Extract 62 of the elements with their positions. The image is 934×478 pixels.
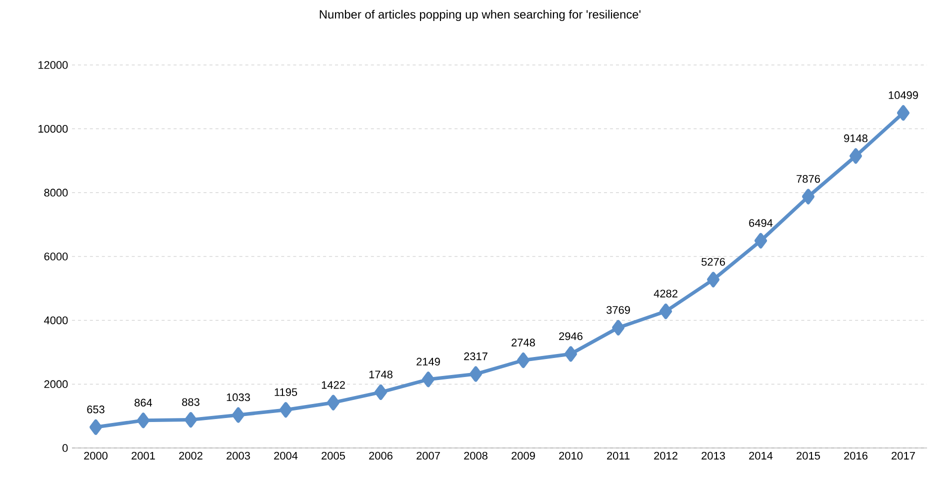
point: [184, 412, 198, 428]
data-label: 883: [182, 398, 200, 406]
y-tick-label: 10000: [38, 124, 68, 133]
x-tick-label: 2011: [607, 452, 630, 460]
chart-title: Number of articles popping up when searching for 'resilience': [320, 10, 640, 21]
point: [564, 346, 578, 362]
data-label: 1033: [226, 393, 250, 402]
point: [754, 232, 768, 248]
data-label: 7876: [796, 175, 820, 183]
x-tick-label: 2013: [702, 452, 725, 460]
y-tick-label: 2000: [44, 380, 68, 388]
x-tick-label: 2003: [226, 452, 250, 460]
x-tick-label: 2004: [274, 452, 298, 460]
data-label: 9148: [844, 134, 868, 142]
y-tick-label: 4000: [44, 316, 68, 324]
data-label: 2317: [464, 352, 488, 360]
data-label: 6494: [749, 219, 773, 227]
point: [897, 105, 910, 121]
x-tick-label: 2002: [179, 452, 202, 460]
x-tick-label: 2008: [464, 452, 488, 460]
x-tick-label: 2017: [892, 452, 915, 460]
x-tick-label: 2010: [559, 452, 583, 460]
x-tick-label: 2006: [369, 452, 392, 460]
x-tick-label: 2012: [654, 452, 678, 460]
point: [517, 352, 530, 368]
data-label: 2946: [559, 332, 582, 340]
data-label: 2748: [512, 338, 535, 346]
data-label: 864: [134, 398, 152, 407]
data-label: 2149: [416, 358, 440, 366]
data-label: 1195: [274, 388, 298, 396]
point: [422, 372, 435, 388]
point: [802, 188, 815, 204]
point: [232, 407, 245, 423]
data-label: 5276: [702, 258, 725, 266]
x-tick-label: 2000: [84, 452, 108, 460]
point: [280, 402, 292, 418]
point: [90, 419, 102, 435]
point: [612, 320, 625, 336]
point: [470, 366, 482, 382]
point: [374, 384, 388, 400]
x-tick-label: 2016: [844, 452, 868, 460]
x-tick-label: 2001: [132, 452, 155, 460]
point: [660, 304, 672, 320]
x-tick-label: 2015: [796, 452, 820, 460]
x-tick-label: 2014: [749, 452, 773, 460]
y-tick-label: 8000: [44, 188, 68, 197]
point: [327, 394, 340, 410]
data-label: 1422: [322, 381, 345, 389]
data-label: 3769: [606, 306, 630, 314]
data-label: 1748: [369, 370, 392, 378]
point: [850, 148, 862, 164]
data-label: 10499: [888, 91, 918, 100]
x-tick-label: 2009: [512, 452, 535, 460]
y-tick-label: 0: [62, 444, 68, 452]
data-label: 4282: [654, 290, 678, 298]
data-label: 653: [87, 406, 104, 414]
point: [137, 412, 150, 428]
y-tick-label: 6000: [44, 252, 68, 260]
x-tick-label: 2005: [322, 452, 345, 460]
y-tick-label: 12000: [38, 61, 68, 69]
x-tick-label: 2007: [416, 452, 440, 460]
point: [707, 272, 720, 288]
